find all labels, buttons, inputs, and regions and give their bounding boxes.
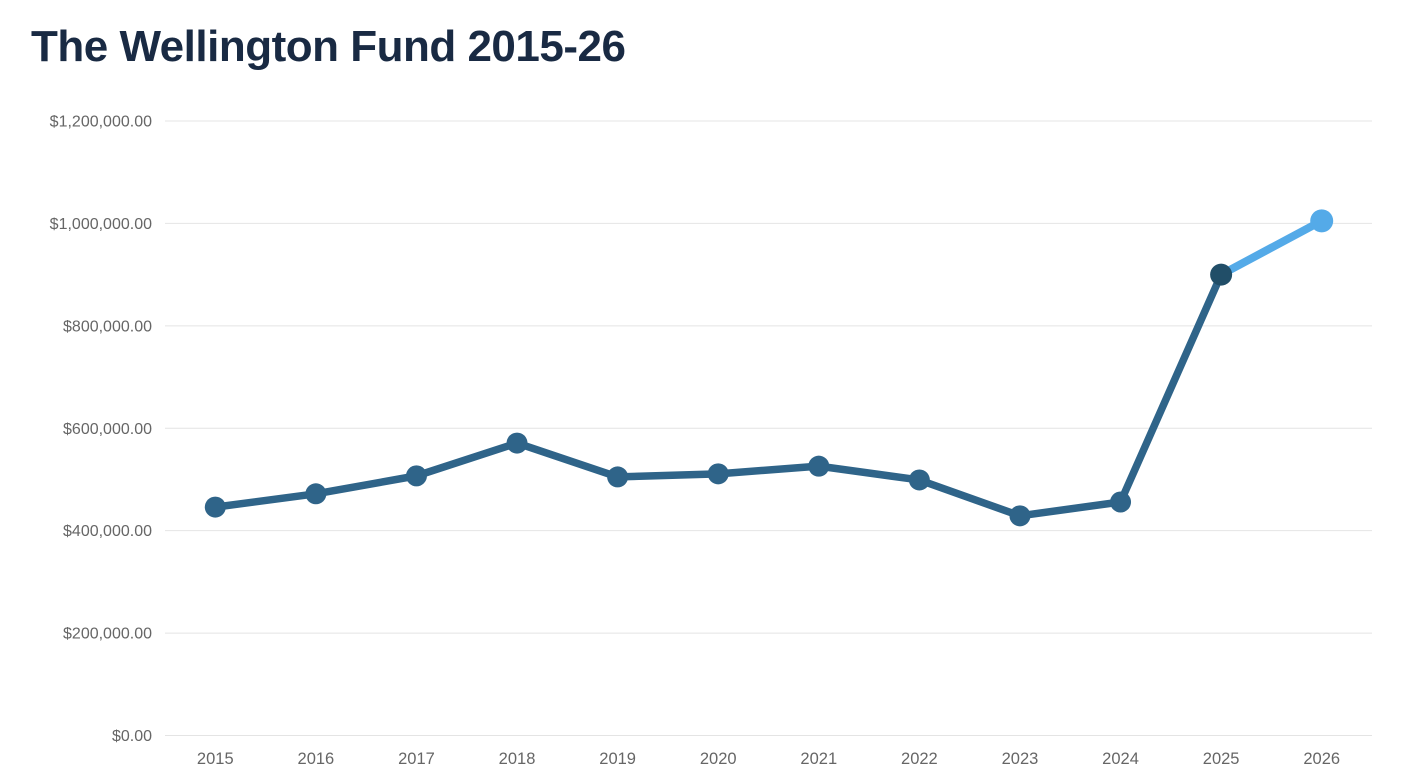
x-axis-tick-label: 2018 — [499, 750, 536, 768]
x-axis-tick-label: 2016 — [298, 750, 335, 768]
y-axis-tick-label: $1,000,000.00 — [50, 216, 152, 233]
data-point-2022[interactable] — [908, 469, 930, 491]
x-axis-tick-label: 2024 — [1102, 750, 1139, 768]
y-axis-tick-label: $0.00 — [112, 728, 152, 745]
x-axis-tick-label: 2019 — [599, 750, 636, 768]
data-point-2016[interactable] — [305, 483, 327, 505]
x-axis-tick-label: 2023 — [1002, 750, 1039, 768]
x-axis-tick-label: 2017 — [398, 750, 435, 768]
y-axis-tick-label: $800,000.00 — [63, 318, 152, 335]
data-point-2026[interactable] — [1310, 209, 1334, 233]
data-point-2020[interactable] — [707, 463, 729, 485]
data-point-2024[interactable] — [1110, 491, 1132, 513]
y-axis-tick-label: $600,000.00 — [63, 421, 152, 438]
x-axis-tick-label: 2026 — [1303, 750, 1340, 768]
data-point-2018[interactable] — [506, 432, 528, 454]
data-point-2023[interactable] — [1009, 505, 1031, 527]
data-point-2015[interactable] — [204, 496, 226, 518]
series-line-highlight[interactable] — [1217, 216, 1326, 279]
data-point-2025[interactable] — [1210, 263, 1233, 286]
x-axis-tick-label: 2022 — [901, 750, 938, 768]
y-axis-tick-label: $200,000.00 — [63, 626, 152, 643]
x-axis-tick-label: 2020 — [700, 750, 737, 768]
data-point-2017[interactable] — [405, 465, 427, 487]
y-axis-tick-label: $400,000.00 — [63, 523, 152, 540]
data-point-2019[interactable] — [607, 466, 629, 488]
x-axis-tick-label: 2025 — [1203, 750, 1240, 768]
y-axis-tick-label: $1,200,000.00 — [50, 114, 152, 131]
data-point-2021[interactable] — [808, 455, 830, 477]
x-axis-tick-label: 2021 — [800, 750, 837, 768]
chart-title: The Wellington Fund 2015-26 — [31, 22, 626, 71]
x-axis-tick-label: 2015 — [197, 750, 234, 768]
